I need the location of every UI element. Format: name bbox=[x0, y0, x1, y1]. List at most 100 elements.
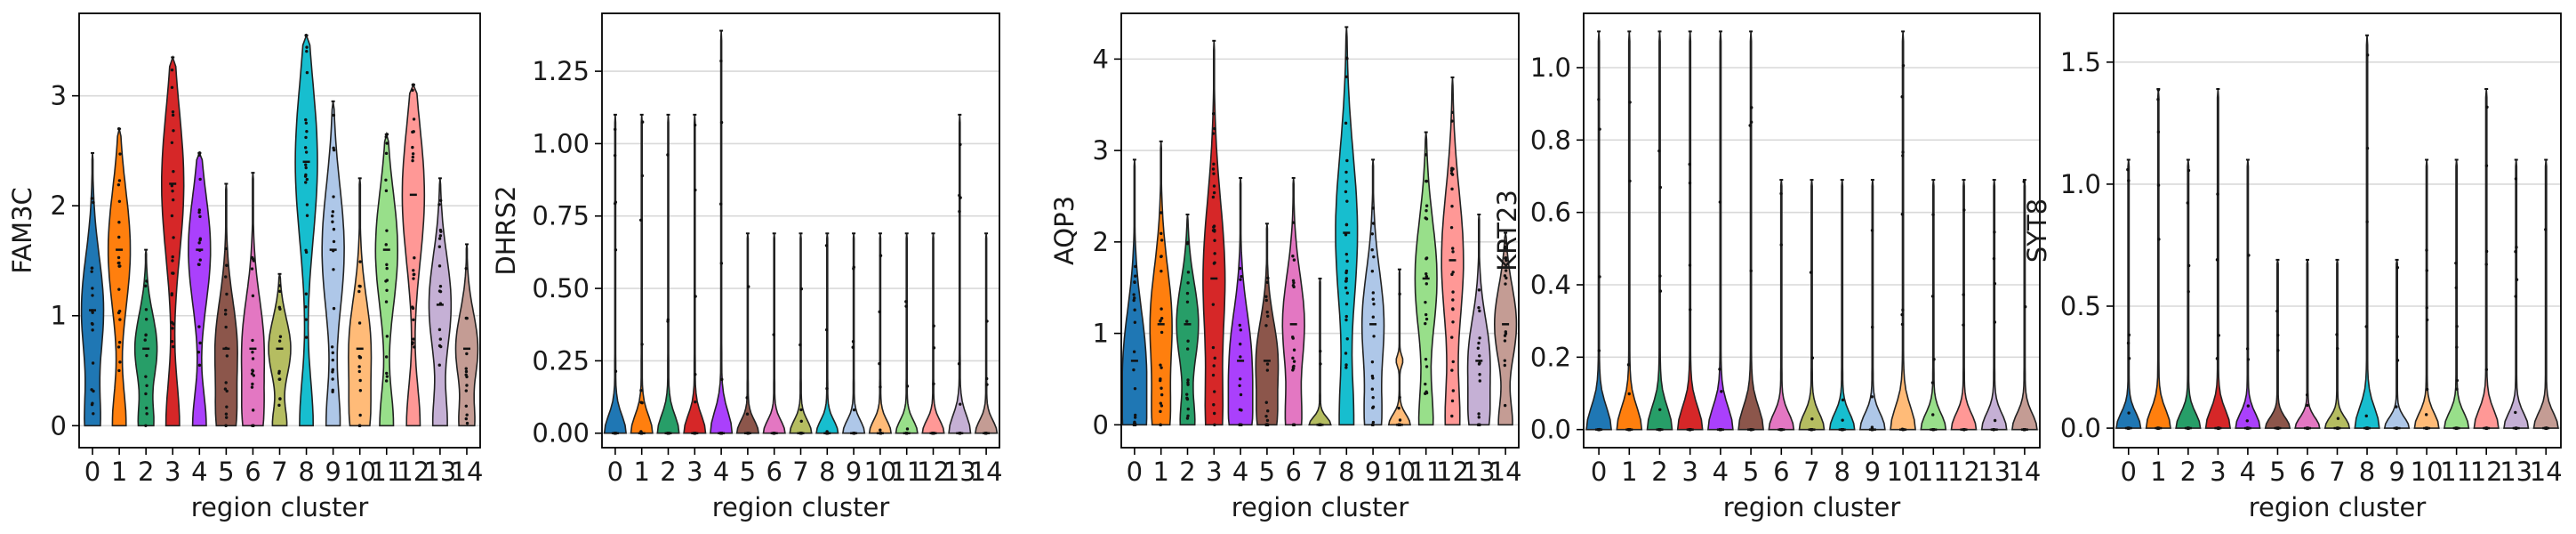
axes-frame bbox=[2113, 12, 2562, 449]
data-point bbox=[1186, 281, 1190, 285]
data-point bbox=[305, 70, 309, 75]
data-point bbox=[1371, 395, 1375, 400]
violin-2 bbox=[1176, 214, 1200, 426]
x-tick-label: 7 bbox=[1312, 457, 1328, 487]
violin-body bbox=[454, 244, 479, 427]
data-point bbox=[1211, 132, 1216, 135]
data-point bbox=[1371, 376, 1375, 380]
data-point bbox=[1344, 352, 1348, 355]
data-point bbox=[411, 88, 414, 93]
data-point bbox=[1160, 239, 1164, 242]
violin-2 bbox=[2175, 158, 2202, 430]
data-point bbox=[640, 400, 644, 405]
data-point bbox=[1504, 256, 1507, 260]
data-point bbox=[1265, 362, 1270, 366]
data-point bbox=[1503, 274, 1507, 278]
data-point bbox=[116, 255, 121, 260]
data-point bbox=[1159, 377, 1162, 381]
y-tick-label: 1 bbox=[51, 301, 67, 331]
violin-2 bbox=[133, 248, 158, 427]
violin-body bbox=[603, 114, 628, 434]
data-point bbox=[2127, 333, 2131, 337]
data-point bbox=[1344, 366, 1348, 369]
data-point bbox=[1900, 312, 1904, 317]
violin-8 bbox=[1335, 26, 1359, 426]
y-tick-label: 1.0 bbox=[2060, 169, 2101, 199]
data-point bbox=[640, 120, 645, 124]
data-point bbox=[411, 145, 414, 150]
data-point bbox=[1451, 247, 1455, 250]
data-point bbox=[172, 198, 175, 202]
data-point bbox=[1424, 312, 1428, 317]
x-tick-label: 14 bbox=[2530, 457, 2563, 487]
data-point bbox=[1505, 248, 1508, 253]
data-point bbox=[1371, 206, 1375, 210]
data-point bbox=[438, 234, 443, 238]
data-point bbox=[2484, 249, 2489, 254]
data-point bbox=[1132, 423, 1136, 427]
data-point bbox=[2424, 413, 2428, 417]
data-point bbox=[1160, 269, 1163, 273]
data-point bbox=[1319, 362, 1322, 366]
data-point bbox=[171, 271, 174, 275]
x-tick-label: 0 bbox=[1127, 457, 1143, 487]
data-point bbox=[1372, 335, 1376, 338]
data-point bbox=[197, 263, 201, 266]
data-point bbox=[91, 328, 94, 332]
data-point bbox=[143, 284, 148, 288]
data-point bbox=[1239, 278, 1242, 281]
data-point bbox=[1478, 373, 1481, 376]
axes-frame bbox=[78, 12, 481, 449]
data-point bbox=[1424, 382, 1427, 386]
violin-body bbox=[710, 30, 734, 434]
data-point bbox=[640, 174, 645, 178]
violin-body bbox=[428, 178, 453, 427]
data-point bbox=[1870, 395, 1874, 399]
data-point bbox=[720, 377, 724, 382]
violin-body bbox=[2443, 159, 2470, 429]
data-point bbox=[357, 369, 361, 374]
y-tick-label: 4 bbox=[1093, 44, 1109, 74]
data-point bbox=[2455, 324, 2459, 328]
data-point bbox=[357, 365, 361, 368]
x-tick-label: 12 bbox=[397, 457, 429, 487]
data-point bbox=[172, 169, 175, 174]
data-point bbox=[170, 339, 174, 344]
data-point bbox=[92, 200, 95, 205]
data-point bbox=[2425, 269, 2428, 272]
data-point bbox=[1213, 390, 1216, 393]
data-point bbox=[1451, 298, 1455, 302]
data-point bbox=[1424, 321, 1427, 326]
violin-body bbox=[1890, 31, 1916, 431]
y-tick-label: 3 bbox=[51, 81, 67, 111]
data-point bbox=[1344, 286, 1348, 290]
data-point bbox=[225, 354, 229, 358]
data-point bbox=[1344, 222, 1349, 227]
violin-body bbox=[1149, 141, 1173, 426]
data-point bbox=[90, 270, 93, 273]
x-tick-label: 9 bbox=[1365, 457, 1381, 487]
violin-0 bbox=[1121, 158, 1148, 427]
violin-9 bbox=[2383, 258, 2411, 430]
data-point bbox=[225, 263, 229, 267]
data-point bbox=[384, 189, 389, 193]
data-point bbox=[305, 45, 309, 49]
data-point bbox=[824, 328, 829, 332]
data-point bbox=[614, 248, 618, 252]
data-point bbox=[117, 235, 121, 239]
data-point bbox=[1265, 280, 1270, 284]
x-tick-label: 3 bbox=[2210, 457, 2226, 487]
data-point bbox=[331, 214, 334, 218]
data-point bbox=[1505, 259, 1508, 263]
data-point bbox=[197, 350, 201, 354]
violin-11 bbox=[1920, 179, 1947, 432]
data-point bbox=[1265, 418, 1270, 423]
data-point bbox=[278, 307, 282, 311]
data-point bbox=[2455, 345, 2459, 349]
data-point bbox=[1240, 409, 1243, 412]
data-point bbox=[250, 385, 254, 389]
violin-body bbox=[1707, 31, 1734, 431]
x-tick-label: 5 bbox=[1743, 457, 1759, 487]
violin-body bbox=[240, 173, 266, 427]
violin-0 bbox=[2115, 158, 2142, 430]
